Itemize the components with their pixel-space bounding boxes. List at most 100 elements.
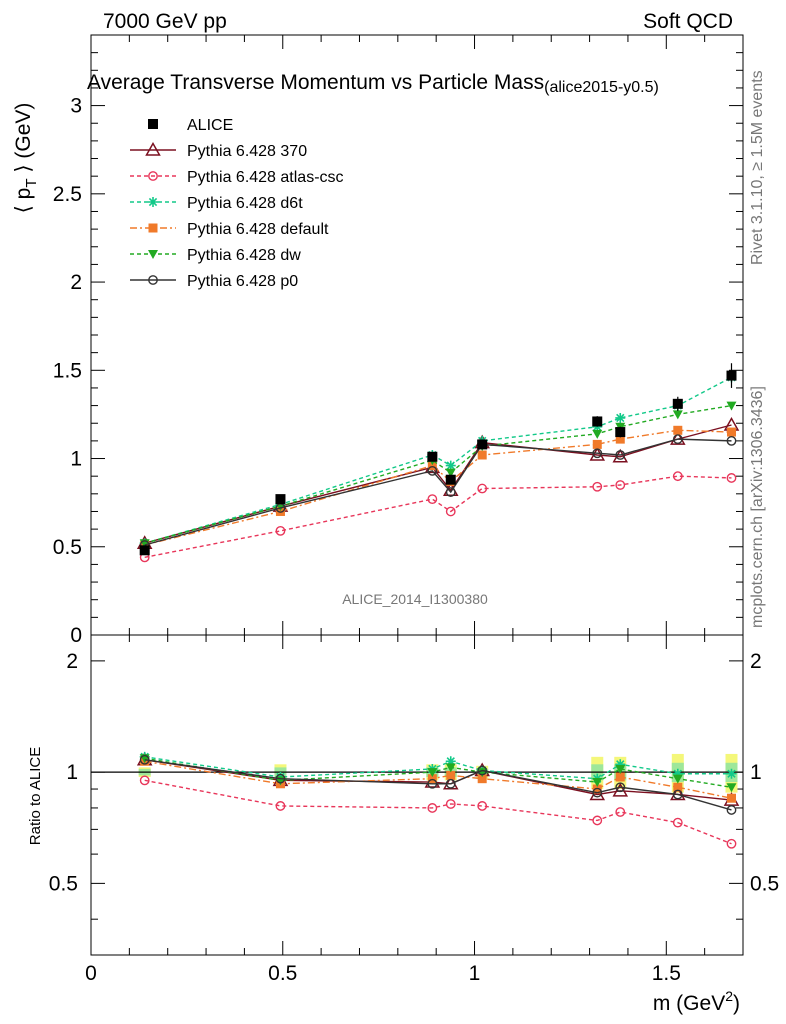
data-point: [672, 398, 683, 409]
ratio-series-point: [445, 763, 456, 773]
ratio-series-point: [446, 770, 456, 780]
ratio-series-point: [427, 803, 438, 813]
y-tick-label: 3: [70, 95, 82, 118]
legend-entry: Pythia 6.428 atlas-csc: [130, 169, 344, 186]
x-tick-label: 0.5: [268, 962, 297, 985]
x-tick-label: 1: [469, 962, 481, 985]
source-label: mcplots.cern.ch [arXiv:1306.3436]: [749, 386, 766, 628]
ratio-series-point: [427, 778, 438, 789]
legend-label: Pythia 6.428 atlas-csc: [187, 169, 344, 186]
y-tick-label: 2.5: [53, 183, 82, 206]
ratio-series-point: [445, 778, 456, 789]
main-plot-area: 0 0.5 1 1.5 2 2.5 3: [53, 34, 744, 955]
ratio-series-point: [615, 807, 626, 817]
y-tick-label: 0.5: [53, 536, 82, 559]
ratio-series-point: [427, 768, 438, 778]
data-point: [139, 545, 150, 556]
series-point: [445, 460, 456, 471]
ratio-series-point: [672, 789, 683, 800]
ratio-series-line: [144, 757, 732, 788]
ratio-series-point: [477, 765, 488, 776]
energy-label: 7000 GeV pp: [103, 10, 227, 33]
series-point: [726, 401, 737, 411]
legend-marker: [145, 141, 161, 156]
legend-label: Pythia 6.428 default: [187, 221, 329, 238]
legend-entry: Pythia 6.428 default: [130, 221, 329, 238]
series-line: [144, 429, 732, 546]
legend-label: ALICE: [187, 117, 233, 134]
series-line: [144, 438, 732, 546]
legend-label: Pythia 6.428 p0: [187, 273, 298, 290]
series-point: [592, 448, 603, 459]
ratio-series-point: [589, 786, 606, 801]
ratio-plot-frame: [90, 634, 744, 956]
series-point: [612, 448, 629, 463]
ratio-series-point: [615, 759, 626, 770]
series-line: [144, 475, 732, 559]
data-point: [615, 427, 626, 438]
legend-label: Pythia 6.428 d6t: [187, 195, 303, 212]
y-tick-label: 0: [70, 624, 82, 647]
series-line: [144, 404, 732, 544]
ratio-series-point: [139, 775, 150, 786]
ratio-series-line: [144, 759, 732, 811]
series-point: [427, 494, 438, 505]
series-point: [427, 461, 437, 471]
series-point: [670, 431, 686, 445]
data-point: [427, 451, 438, 462]
series-point: [589, 446, 606, 461]
ratio-series-point: [726, 838, 737, 849]
legend-entry: Pythia 6.428 p0: [130, 273, 298, 290]
y-tick-label: 1.5: [53, 359, 82, 382]
ratio-y-tick-label: 2: [66, 650, 78, 673]
ratio-series-point: [445, 799, 456, 809]
ratio-series-point: [672, 768, 683, 779]
ratio-series-point: [615, 772, 625, 782]
series-point: [615, 434, 625, 444]
legend-marker: [148, 275, 158, 285]
ratio-y-tick-label-right: 2: [750, 650, 762, 673]
series-point: [445, 506, 456, 517]
series-point: [672, 434, 683, 445]
data-point: [726, 370, 737, 381]
series-point: [726, 473, 737, 483]
ratio-series-point: [275, 773, 286, 784]
legend-entry: Pythia 6.428 370: [130, 141, 307, 160]
series-point: [615, 480, 626, 490]
ratio-series-point: [275, 801, 286, 811]
legend-entry: Pythia 6.428 dw: [130, 247, 301, 264]
series-point: [427, 465, 438, 476]
legend: ALICE Pythia 6.428 370 Pythia 6.428 atlas-…: [130, 117, 344, 290]
ratio-series-point: [592, 778, 603, 788]
process-label: Soft QCD: [643, 10, 733, 33]
ratio-series-point: [592, 815, 603, 826]
legend-marker: [148, 119, 158, 129]
series-point: [615, 450, 626, 460]
ratio-series-point: [445, 756, 456, 767]
ratio-plot-area: 0 0.5 1 1.5 0.5 0.5 1 1 2 2: [49, 634, 779, 985]
x-tick-label: 0: [85, 962, 97, 985]
ratio-series-line: [144, 760, 732, 799]
legend-marker: [148, 197, 158, 207]
legend-label: Pythia 6.428 dw: [187, 247, 301, 264]
series-point: [673, 425, 683, 435]
ratio-series-point: [615, 764, 626, 774]
y-tick-label: 1: [70, 448, 82, 471]
series-point: [477, 483, 488, 494]
data-point: [445, 474, 456, 485]
rivet-version-label: Rivet 3.1.10, ≥ 1.5M events: [749, 70, 766, 265]
ratio-series-point: [726, 793, 736, 803]
series-point: [592, 429, 603, 439]
legend-entry: ALICE: [148, 117, 233, 134]
legend-label: Pythia 6.428 370: [187, 143, 307, 160]
series-line: [144, 376, 732, 544]
data-point: [477, 439, 488, 450]
x-tick-label: 1.5: [652, 962, 681, 985]
ratio-series-point: [726, 768, 737, 779]
series-point: [615, 412, 626, 423]
legend-marker: [148, 250, 158, 259]
ratio-series-point: [672, 817, 683, 828]
data-point: [592, 416, 603, 427]
series-point: [445, 487, 456, 497]
ratio-series-point: [615, 782, 626, 793]
